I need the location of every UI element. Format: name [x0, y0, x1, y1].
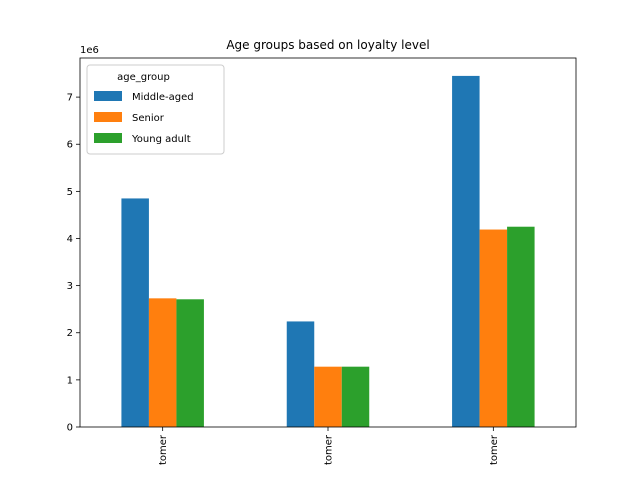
x-tick-label: tomer: [489, 434, 500, 465]
y-tick-label: 6: [67, 140, 73, 151]
legend-label: Senior: [132, 113, 165, 124]
chart-title: Age groups based on loyalty level: [226, 38, 429, 52]
legend-swatch: [94, 91, 122, 101]
bar-young-adult-1: [341, 366, 370, 427]
y-tick-label: 7: [67, 93, 73, 104]
x-tick-label: tomer: [324, 434, 335, 465]
bar-middle-aged-0: [121, 198, 149, 427]
bar-senior-0: [148, 298, 177, 427]
bar-middle-aged-2: [452, 75, 480, 427]
legend: age_group Middle-aged Senior Young adult: [86, 64, 225, 155]
bar-young-adult-2: [507, 226, 535, 427]
legend-swatch: [94, 133, 122, 143]
bar-middle-aged-1: [286, 321, 315, 427]
y-scale-note: 1e6: [80, 45, 99, 56]
y-tick-label: 4: [67, 234, 73, 245]
legend-title: age_group: [117, 72, 170, 83]
bar-young-adult-0: [176, 299, 204, 427]
legend-label: Young adult: [131, 134, 191, 145]
y-tick-label: 1: [67, 375, 73, 386]
x-tick-label: tomer: [158, 434, 169, 465]
axes-frame: [79, 57, 577, 428]
y-tick-label: 5: [67, 187, 73, 198]
plot-area: 0 1 2 3 4 5 6 7 tomer tomer tomer: [67, 57, 577, 465]
y-tick-label: 3: [67, 281, 73, 292]
bar-senior-1: [314, 366, 342, 427]
y-tick-label: 2: [67, 328, 73, 339]
legend-swatch: [94, 112, 122, 122]
bar-senior-2: [479, 229, 508, 427]
legend-box: [86, 64, 225, 155]
legend-label: Middle-aged: [132, 92, 194, 103]
y-tick-label: 0: [67, 423, 73, 434]
